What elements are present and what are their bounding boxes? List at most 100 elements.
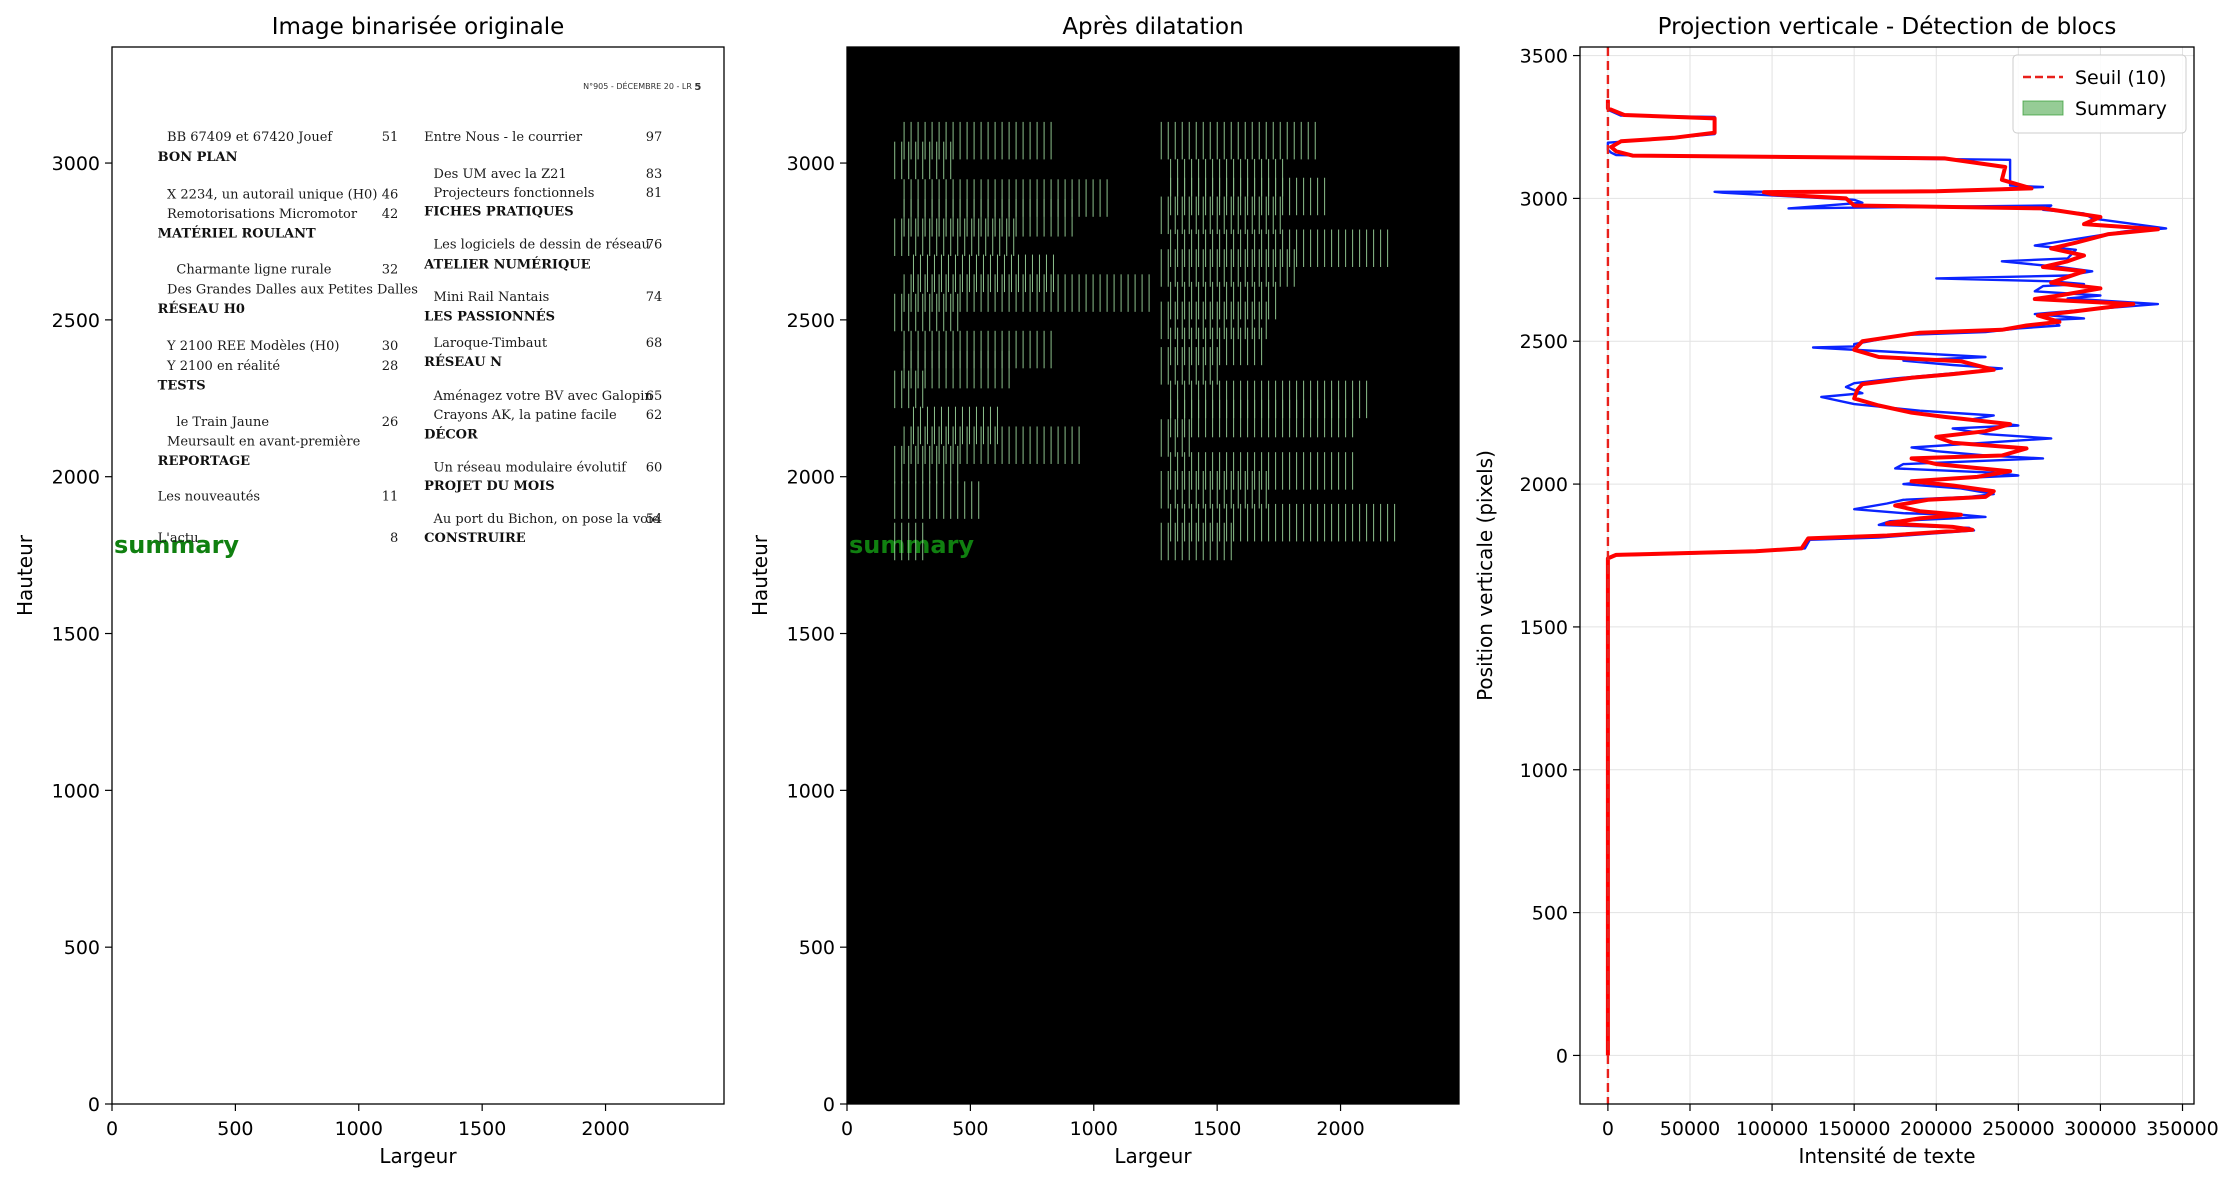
toc-entry: Un réseau modulaire évolutif (434, 460, 628, 475)
y-tick-label: 1000 (1520, 760, 1568, 782)
axes-2: 0 500 1000 1500 2000 0 500 1000 1500 2000 2500 3000… (748, 14, 1460, 1168)
axes-frame (846, 46, 1460, 1105)
toc-page-number: 46 (382, 187, 399, 202)
toc-page-number: 97 (646, 130, 663, 145)
toc-entry: Les logiciels de dessin de réseau (434, 238, 650, 253)
y-tick-label: 0 (823, 1094, 835, 1116)
toc-page-number: 28 (382, 359, 399, 374)
toc-entry: BB 67409 et 67420 Jouef (167, 130, 333, 145)
toc-heading: MATÉRIEL ROULANT (158, 226, 316, 242)
page-background (112, 47, 724, 1104)
x-tick-label: 2000 (1316, 1118, 1364, 1140)
toc-page-number: 74 (646, 290, 663, 305)
dilated-background (847, 47, 1459, 1104)
toc-page-number: 68 (646, 336, 663, 351)
x-tick-label: 300000 (2064, 1118, 2137, 1140)
axes-1: 0 500 1000 1500 2000 0 500 1000 1500 2000 2500 3000… (13, 14, 725, 1168)
y-tick-label: 0 (88, 1094, 100, 1116)
toc-entry: Charmante ligne rurale (176, 263, 331, 278)
x-axis-label: Largeur (1114, 1144, 1192, 1168)
y-tick-label: 1500 (52, 624, 100, 646)
x-tick-label: 2000 (581, 1118, 629, 1140)
toc-heading: FICHES PRATIQUES (424, 205, 573, 220)
toc-entry: Crayons AK, la patine facile (434, 408, 617, 423)
y-tick-label: 3000 (1520, 188, 1568, 210)
toc-heading: PROJET DU MOIS (424, 479, 554, 494)
x-tick-label: 1000 (335, 1118, 383, 1140)
x-tick-label: 250000 (1982, 1118, 2055, 1140)
x-tick-label: 0 (1602, 1118, 1614, 1140)
y-tick-label: 3500 (1520, 46, 1568, 68)
summary-label: summary (114, 531, 239, 559)
toc-page-number: 11 (382, 489, 399, 504)
y-tick-label: 2500 (787, 310, 835, 332)
toc-page-number: 26 (382, 415, 399, 430)
toc-heading: DÉCOR (424, 426, 478, 442)
legend-threshold-label: Seuil (10) (2075, 67, 2166, 89)
y-tick-label: 500 (64, 937, 100, 959)
toc-heading: ATELIER NUMÉRIQUE (423, 256, 590, 272)
y-tick-label: 2000 (787, 467, 835, 489)
toc-page-number: 42 (382, 207, 399, 222)
x-tick-label: 350000 (2146, 1118, 2219, 1140)
toc-entry: Laroque-Timbaut (434, 336, 548, 351)
x-axis-label: Largeur (379, 1144, 457, 1168)
panel-dilated: summary (847, 47, 1459, 1104)
y-axis-label: Hauteur (748, 534, 772, 616)
toc-entry: Meursault en avant-première (167, 435, 361, 450)
toc-page-number: 83 (646, 167, 663, 182)
toc-page-number: 8 (390, 531, 398, 546)
footer-text: N°905 - DÉCEMBRE 20 - LR (583, 80, 692, 91)
legend: Seuil (10) Summary (2012, 54, 2187, 134)
axes-frame (1579, 46, 2195, 1105)
x-tick-label: 150000 (1818, 1118, 1891, 1140)
y-tick-label: 2500 (1520, 331, 1568, 353)
toc-entry: Mini Rail Nantais (434, 290, 550, 305)
toc-entry: X 2234, un autorail unique (H0) (167, 187, 377, 202)
panel-title: Projection verticale - Détection de bloc… (1658, 14, 2117, 40)
y-tick-label: 3000 (52, 153, 100, 175)
toc-page-number: 30 (382, 339, 399, 354)
legend-span-label: Summary (2075, 98, 2167, 120)
y-tick-label: 2000 (1520, 474, 1568, 496)
x-tick-label: 100000 (1736, 1118, 1809, 1140)
panel-projection (1580, 47, 2194, 1104)
y-tick-label: 500 (1532, 903, 1568, 925)
toc-entry: Les nouveautés (158, 489, 260, 504)
y-tick-label: 1000 (52, 780, 100, 802)
toc-heading: RÉSEAU N (424, 354, 502, 370)
axes-frame (111, 46, 725, 1105)
x-tick-label: 200000 (1900, 1118, 1973, 1140)
toc-heading: TESTS (158, 379, 206, 394)
y-tick-label: 1000 (787, 780, 835, 802)
toc-heading: LES PASSIONNÉS (424, 309, 555, 325)
x-tick-label: 50000 (1660, 1118, 1720, 1140)
toc-page-number: 51 (382, 130, 399, 145)
x-tick-label: 500 (952, 1118, 988, 1140)
toc-heading: CONSTRUIRE (424, 531, 526, 546)
panel-title: Après dilatation (1062, 14, 1243, 40)
toc-entry: Projecteurs fonctionnels (434, 186, 595, 201)
x-tick-label: 0 (106, 1118, 118, 1140)
toc-heading: REPORTAGE (158, 454, 251, 469)
y-tick-label: 2500 (52, 310, 100, 332)
toc-heading: RÉSEAU H0 (158, 301, 245, 317)
x-tick-label: 500 (217, 1118, 253, 1140)
y-axis-label: Position verticale (pixels) (1473, 450, 1497, 701)
toc-entry: Y 2100 REE Modèles (H0) (166, 339, 339, 354)
toc-page-number: 62 (646, 408, 663, 423)
toc-entry: L'actu (158, 531, 199, 546)
x-axis-label: Intensité de texte (1798, 1144, 1975, 1168)
toc-page-number: 65 (646, 389, 663, 404)
x-tick-label: 1500 (458, 1118, 506, 1140)
toc-page-number: 81 (646, 186, 663, 201)
series-group (1605, 99, 2168, 1056)
toc-page-number: 32 (382, 263, 399, 278)
toc-entry: Des Grandes Dalles aux Petites Dalles (167, 282, 418, 297)
y-tick-label: 500 (799, 937, 835, 959)
y-tick-label: 0 (1556, 1045, 1568, 1067)
toc-page-number: 60 (646, 460, 663, 475)
footer-page: 5 (694, 82, 701, 93)
